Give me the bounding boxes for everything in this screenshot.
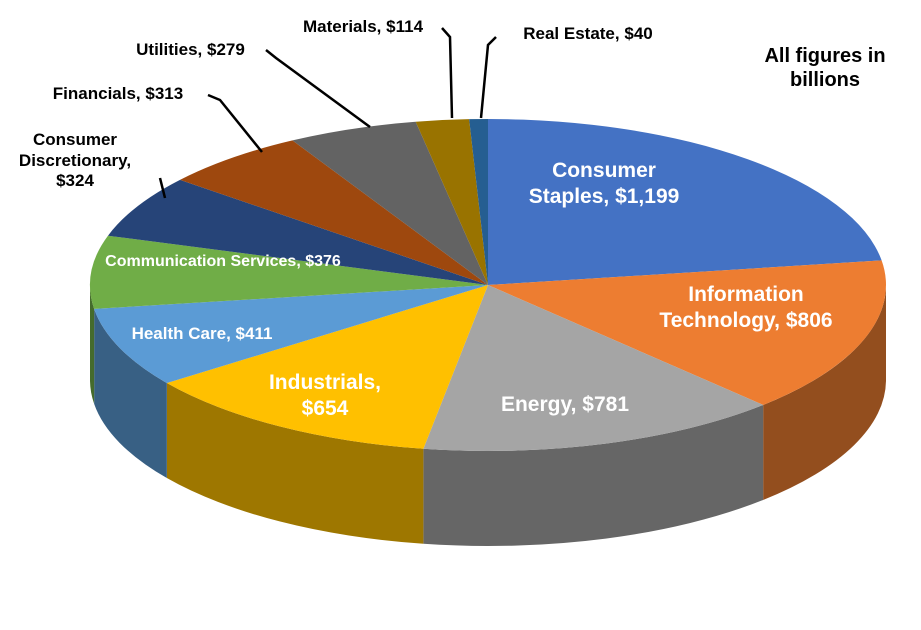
data-label: Industrials, $654 xyxy=(245,370,405,421)
leader-line xyxy=(207,93,263,153)
separator: , xyxy=(603,184,610,208)
separator: , xyxy=(375,371,382,394)
data-label: Financials, $313 xyxy=(18,84,218,105)
slices xyxy=(89,119,887,546)
value-label: $411 xyxy=(235,324,273,343)
slice xyxy=(415,119,488,285)
category: Financials xyxy=(52,84,136,103)
data-label: Energy, $781 xyxy=(440,392,690,418)
separator: , xyxy=(197,40,203,59)
value-label: $40 xyxy=(624,24,653,43)
data-label: Real Estate, $40 xyxy=(488,24,688,45)
data-label: Materials, $114 xyxy=(263,17,463,38)
slice-side xyxy=(166,383,424,544)
slice xyxy=(488,260,887,405)
slice xyxy=(89,235,489,309)
separator: , xyxy=(774,308,780,332)
slice xyxy=(469,119,488,285)
category: Information Technology xyxy=(659,283,804,332)
leader-line xyxy=(441,27,454,119)
category: Utilities xyxy=(136,40,198,59)
slice-side xyxy=(90,285,95,404)
slice-side xyxy=(423,404,764,546)
separator: , xyxy=(135,84,141,103)
slice-side xyxy=(763,285,886,500)
separator: , xyxy=(376,17,382,36)
annotation: All figures in billions xyxy=(764,45,886,91)
slice xyxy=(488,119,882,285)
slice xyxy=(180,140,488,285)
value-label: $313 xyxy=(145,84,184,103)
value-label: $279 xyxy=(207,40,245,59)
slice xyxy=(423,285,764,451)
separator: , xyxy=(126,150,132,170)
data-label: Utilities, $279 xyxy=(98,40,283,61)
value-label: $781 xyxy=(582,393,630,416)
category: Health Care xyxy=(131,324,227,343)
value-label: $114 xyxy=(386,17,424,36)
slice xyxy=(292,121,488,285)
slice xyxy=(166,285,489,449)
separator: , xyxy=(614,24,620,43)
category: Industrials xyxy=(268,371,376,394)
data-label: Consumer Staples, $1,199 xyxy=(524,158,684,209)
separator: , xyxy=(570,393,577,416)
category: Communication Services xyxy=(105,253,297,270)
data-label: Health Care, $411 xyxy=(82,324,322,345)
leader-line xyxy=(265,49,371,129)
category: Materials xyxy=(302,17,377,36)
data-label: Consumer Discretionary, $324 xyxy=(0,130,150,192)
value-label: $324 xyxy=(56,171,94,191)
category: Consumer Staples xyxy=(528,159,656,208)
separator: , xyxy=(296,253,301,270)
separator: , xyxy=(226,324,231,343)
data-label: Information Technology, $806 xyxy=(656,282,836,333)
data-label: Communication Services, $376 xyxy=(92,252,354,272)
value-label: $654 xyxy=(301,396,349,420)
category: Energy xyxy=(500,393,571,416)
value-label: $1,199 xyxy=(615,184,680,208)
slice xyxy=(107,179,488,285)
category: Real Estate xyxy=(523,24,615,43)
slice-side xyxy=(94,308,167,479)
leader-line xyxy=(479,36,497,119)
category: Consumer Discretionary xyxy=(18,130,127,170)
leader-line xyxy=(158,177,167,199)
slice xyxy=(94,285,489,384)
value-label: $376 xyxy=(305,253,341,270)
value-label: $806 xyxy=(785,308,833,332)
